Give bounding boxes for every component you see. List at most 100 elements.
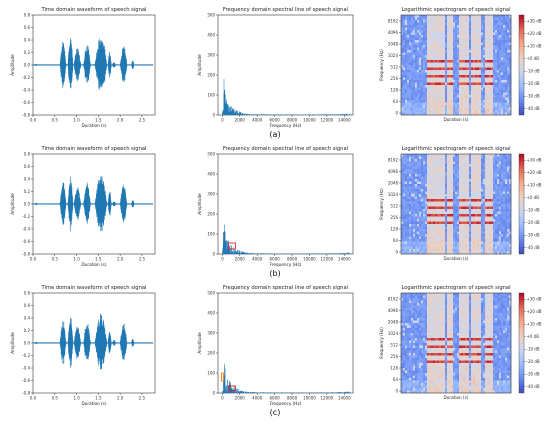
spectrogram-cell: [411, 35, 414, 38]
spectrogram-cell: [401, 164, 404, 167]
spectrogram-cell: [473, 236, 476, 240]
spectrogram-cell: [435, 189, 438, 192]
spectrogram-cell: [499, 45, 502, 48]
spectrogram-cell: [499, 65, 502, 68]
spectrogram-cell: [455, 30, 458, 33]
spectrogram-cell: [479, 226, 482, 230]
spectrogram-cell: [403, 159, 406, 162]
spectrogram-cell: [401, 219, 404, 222]
spectrogram-cell: [501, 184, 504, 187]
spectrogram-cell: [441, 57, 444, 61]
spectrogram-cell: [449, 70, 452, 73]
spectrogram-cell: [437, 234, 440, 237]
spectrogram-cell: [403, 345, 406, 349]
spectrogram-cell: [463, 35, 466, 38]
spectrogram-cell: [407, 315, 410, 319]
spectrogram-cell: [457, 186, 460, 190]
spectrogram-cell: [473, 199, 476, 202]
spectrogram-cell: [485, 194, 488, 197]
spectrogram-cell: [403, 353, 406, 356]
spectrogram-cell: [453, 20, 456, 23]
spectrogram-cell: [405, 355, 408, 359]
spectrogram-cell: [431, 82, 434, 86]
spectrogram-cell: [431, 35, 434, 38]
spectrogram-cell: [471, 30, 474, 33]
spectrogram-cell: [401, 32, 404, 36]
spectrogram-cell: [437, 211, 440, 215]
spectrogram-cell: [487, 159, 490, 162]
spectrogram-cell: [423, 50, 426, 53]
spectrum-y-label: Amplitude: [197, 54, 202, 76]
spectrogram-cell: [421, 112, 424, 116]
spectrogram-cell: [423, 77, 426, 81]
spectrogram-cell: [483, 166, 486, 170]
spectrogram-cell: [401, 338, 404, 341]
spectrogram-cell: [479, 105, 482, 108]
spectrogram-cell: [449, 179, 452, 182]
spectrogram-cell: [485, 22, 488, 26]
spectrogram-cell: [443, 72, 446, 76]
spectrogram-cell: [459, 176, 462, 180]
spectrogram-cell: [413, 350, 416, 354]
spectrogram-cell: [469, 107, 472, 111]
spectrogram-cell: [487, 219, 490, 222]
spectrogram-cell: [487, 249, 490, 252]
spectrogram-cell: [471, 239, 474, 242]
spectrogram-cell: [409, 57, 412, 61]
spectrogram-cell: [503, 62, 506, 66]
spectrogram-cell: [501, 156, 504, 160]
spectrogram-cell: [487, 40, 490, 43]
spectrogram-cell: [503, 234, 506, 237]
spectrogram-cell: [431, 209, 434, 212]
spectrogram-cell: [485, 70, 488, 73]
spectrogram-cell: [507, 189, 510, 192]
spectrogram-cell: [417, 204, 420, 207]
spectrogram-cell: [405, 375, 408, 379]
spectrogram-cell: [453, 209, 456, 212]
spectrogram-cell: [439, 82, 442, 86]
spectrogram-cell: [451, 189, 454, 192]
spectrogram-cell: [489, 67, 492, 71]
spectrogram-cell: [483, 105, 486, 108]
spectrogram-cell: [463, 251, 466, 255]
spectrogram-cell: [485, 219, 488, 222]
spectrogram-cell: [501, 161, 504, 165]
spectrogram-cell: [409, 107, 412, 111]
spectrogram-cell: [405, 363, 408, 366]
spectrogram-cell: [503, 20, 506, 23]
waveform-x-tick-label: 0.5: [52, 257, 59, 262]
spectrogram-cell: [469, 105, 472, 108]
spectrogram-cell: [451, 181, 454, 185]
spectrogram-cell: [465, 244, 468, 247]
spectrogram-cell: [409, 174, 412, 177]
spectrogram-cell: [469, 236, 472, 240]
spectrogram-cell: [445, 85, 448, 88]
spectrogram-cell: [423, 97, 426, 101]
spectrogram-cell: [491, 20, 494, 23]
spectrogram-cell: [495, 239, 498, 242]
spectrogram-cell: [409, 92, 412, 96]
spectrogram-cell: [429, 82, 432, 86]
spectrogram-cell: [407, 154, 410, 157]
spectrogram-cell: [453, 95, 456, 98]
spectrogram-cell: [401, 159, 404, 162]
spectrum-x-label: Frequency (Hz): [270, 401, 302, 406]
spectrogram-cell: [441, 25, 444, 28]
spectrogram-cell: [411, 50, 414, 53]
spectrogram-cell: [479, 75, 482, 78]
spectrogram-cell: [481, 229, 484, 232]
spectrogram-cell: [441, 15, 444, 18]
spectrogram-cell: [475, 17, 478, 21]
spectrogram-cell: [425, 194, 428, 197]
spectrogram-cell: [499, 30, 502, 33]
spectrogram-cell: [463, 65, 466, 68]
spectrogram-cell: [437, 75, 440, 78]
spectrogram-cell: [431, 251, 434, 255]
spectrogram-cell: [471, 102, 474, 106]
spectrogram-cell: [415, 343, 418, 346]
spectrogram-cell: [463, 57, 466, 61]
spectrogram-cell: [443, 216, 446, 220]
spectrogram-cell: [505, 97, 508, 101]
spectrogram-cell: [499, 47, 502, 51]
spectrogram-cell: [421, 191, 424, 195]
